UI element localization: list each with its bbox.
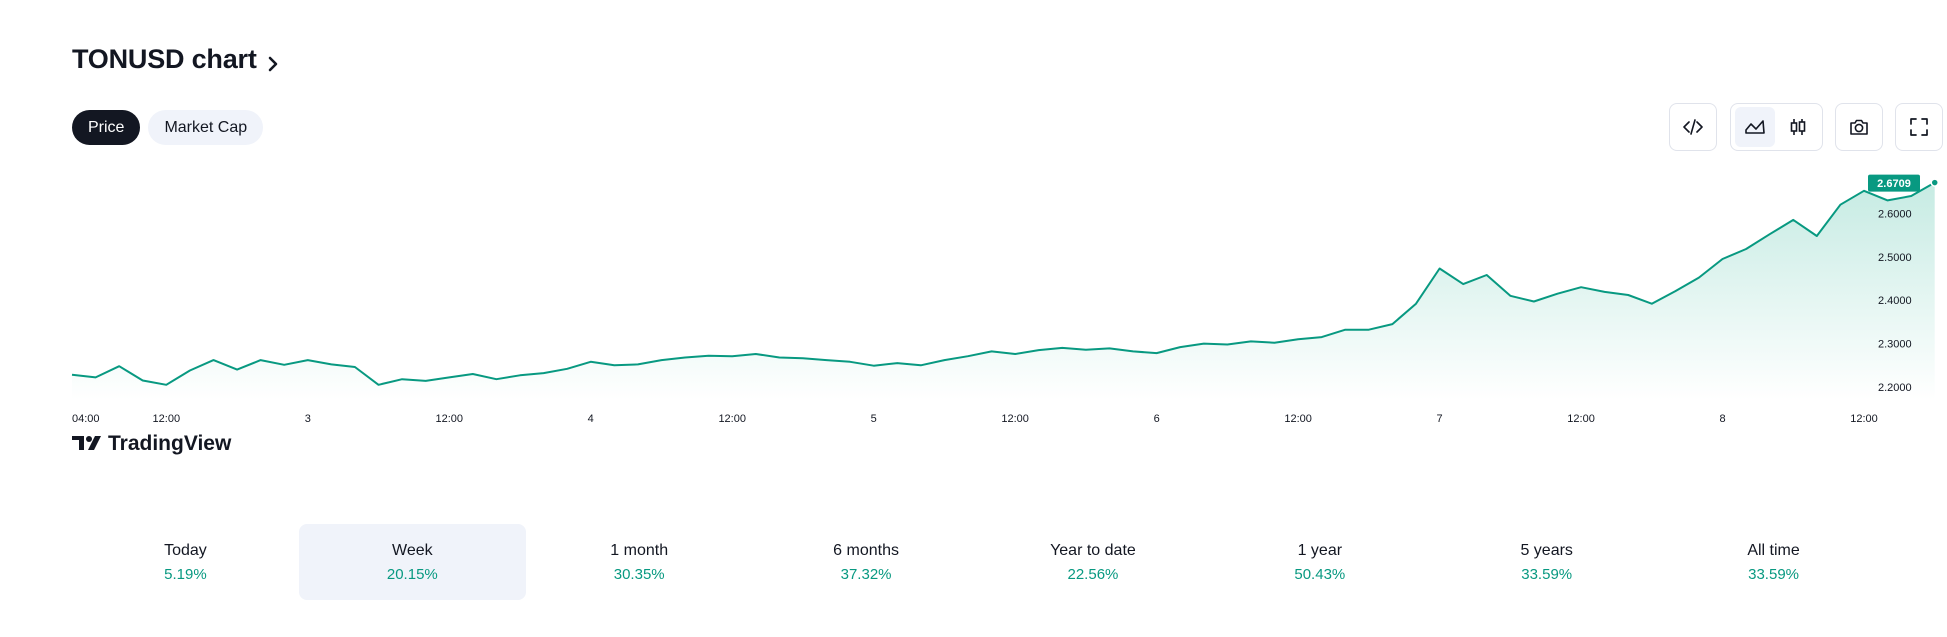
- chevron-right-icon: [263, 50, 283, 71]
- price-area-fill: [72, 182, 1935, 400]
- period-change: 22.56%: [1067, 565, 1119, 583]
- x-tick-label: 8: [1719, 413, 1725, 425]
- camera-icon: [1850, 119, 1868, 135]
- price-chart-svg[interactable]: 2.6000 2.5000 2.4000 2.3000 2.2000 04:00 12:0…: [71, 170, 1947, 500]
- period-5-years[interactable]: 5 years 33.59%: [1433, 524, 1660, 600]
- snapshot-button[interactable]: [1839, 107, 1879, 147]
- x-tick-label: 12:00: [1284, 413, 1312, 425]
- price-line: [71, 181, 1936, 386]
- fullscreen-button[interactable]: [1899, 107, 1939, 147]
- x-tick-label: 12:00: [435, 413, 463, 425]
- x-tick-label: 12:00: [1850, 413, 1878, 425]
- period-all-time[interactable]: All time 33.59%: [1660, 524, 1887, 600]
- chart-title: TONUSD chart: [72, 44, 257, 74]
- x-tick-label: 7: [1437, 413, 1443, 425]
- y-tick-label: 2.6000: [1878, 208, 1912, 220]
- period-label: Week: [392, 541, 433, 559]
- y-tick-label: 2.3000: [1878, 339, 1912, 351]
- y-tick-label: 2.4000: [1878, 295, 1912, 307]
- period-change: 30.35%: [613, 565, 665, 583]
- tradingview-logo: TradingView: [72, 432, 232, 455]
- performance-periods: Today 5.19% Week 20.15% 1 month 30.35% 6…: [72, 524, 1887, 600]
- x-tick-label: 4: [588, 413, 594, 425]
- chart-title-link[interactable]: TONUSD chart: [72, 44, 283, 75]
- fullscreen-icon: [1910, 118, 1928, 136]
- y-tick-label: 2.2000: [1878, 382, 1912, 394]
- period-label: Today: [164, 541, 207, 559]
- period-1-month[interactable]: 1 month 30.35%: [526, 524, 753, 600]
- period-label: All time: [1747, 541, 1800, 559]
- period-today[interactable]: Today 5.19%: [72, 524, 299, 600]
- period-change: 33.59%: [1748, 565, 1799, 583]
- x-tick-label: 12:00: [153, 413, 181, 425]
- period-label: 1 month: [610, 541, 669, 559]
- last-price-dot: [1930, 178, 1939, 187]
- x-tick-label: 6: [1154, 413, 1160, 425]
- period-change: 33.59%: [1521, 565, 1573, 583]
- period-year-to-date[interactable]: Year to date 22.56%: [980, 524, 1207, 600]
- x-tick-label: 12:00: [718, 413, 746, 425]
- period-label: 6 months: [833, 541, 899, 559]
- period-label: 5 years: [1520, 541, 1573, 559]
- tab-market-cap[interactable]: Market Cap: [148, 110, 264, 145]
- x-tick-label: 5: [871, 413, 877, 425]
- chart-type-tabs: Price Market Cap: [72, 110, 264, 145]
- tab-price[interactable]: Price: [72, 110, 141, 145]
- x-tick-label: 12:00: [1001, 413, 1029, 425]
- last-price-badge: [1868, 174, 1920, 192]
- period-label: Year to date: [1050, 541, 1136, 559]
- tradingview-logo-icon: [72, 436, 101, 450]
- snapshot-button-group: [1835, 103, 1883, 151]
- chart-style-group: [1730, 103, 1823, 151]
- embed-button[interactable]: [1673, 107, 1713, 147]
- x-tick-label: 04:00: [72, 413, 100, 425]
- code-icon: [1683, 119, 1703, 135]
- candlestick-icon: [1790, 119, 1806, 135]
- area-style-button[interactable]: [1735, 107, 1775, 147]
- period-6-months[interactable]: 6 months 37.32%: [753, 524, 980, 600]
- period-change: 20.15%: [386, 565, 438, 583]
- y-tick-label: 2.5000: [1878, 252, 1912, 264]
- period-change: 50.43%: [1294, 565, 1346, 583]
- embed-button-group: [1669, 103, 1717, 151]
- period-1-year[interactable]: 1 year 50.43%: [1206, 524, 1433, 600]
- period-label: 1 year: [1297, 541, 1343, 559]
- period-change: 37.32%: [840, 565, 892, 583]
- tradingview-wordmark: TradingView: [108, 432, 232, 455]
- period-week[interactable]: Week 20.15%: [298, 524, 526, 600]
- x-tick-label: 3: [305, 413, 311, 425]
- x-tick-label: 12:00: [1567, 413, 1595, 425]
- fullscreen-button-group: [1895, 103, 1943, 151]
- period-change: 5.19%: [164, 565, 207, 583]
- area-chart-icon: [1744, 120, 1765, 134]
- price-chart[interactable]: 2.6000 2.5000 2.4000 2.3000 2.2000 04:00 12:0…: [71, 170, 1947, 500]
- candles-style-button[interactable]: [1779, 107, 1819, 147]
- last-price-label: 2.6709: [1877, 178, 1911, 190]
